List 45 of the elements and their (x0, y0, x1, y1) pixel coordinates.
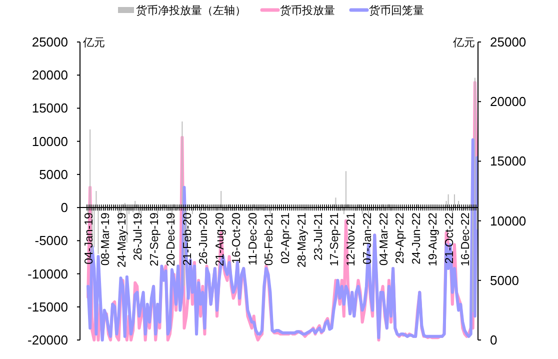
y-tick-label: -20000 (28, 332, 68, 348)
x-tick-label: 08-Mar-19 (100, 212, 112, 266)
x-tick-label: 02-Apr-21 (280, 212, 292, 264)
x-tick-label: 11-Dec-20 (247, 212, 260, 266)
y-tick-label: -5000 (34, 233, 68, 248)
legend-label: 货币投放量 (280, 4, 335, 17)
x-tick-label: 17-Sep-21 (329, 212, 342, 266)
y-tick-label: 15000 (32, 100, 68, 116)
x-tick-label: 04-Jan-19 (84, 212, 96, 264)
y2-tick-label: 20000 (490, 94, 526, 110)
x-tick-label: 24-Jun-22 (411, 212, 424, 264)
y2-tick-label: 15000 (490, 154, 526, 169)
y-tick-label: 10000 (32, 134, 68, 149)
x-tick-label: 16-Dec-22 (460, 212, 472, 266)
x-tick-label: 26-Jun-20 (198, 212, 210, 264)
y-axis-title: 亿元 (82, 37, 105, 49)
y-tick-label: 5000 (39, 166, 68, 182)
x-tick-label: 16-Oct-20 (230, 212, 243, 264)
x-tick-label: 21-Aug-20 (214, 212, 227, 266)
x-tick-label: 21-Feb-20 (182, 212, 194, 266)
x-tick-label: 19-Aug-22 (427, 212, 440, 266)
x-tick-label: 24-May-19 (116, 212, 128, 268)
legend-label: 货币回笼量 (369, 4, 424, 17)
x-tick-label: 27-Sep-19 (149, 212, 162, 266)
x-tick-label: 20-Dec-19 (165, 212, 178, 266)
y-tick-label: 20000 (32, 68, 68, 83)
y2-tick-label: 0 (490, 332, 498, 348)
y2-axis-title: 亿元 (452, 37, 475, 49)
x-tick-label: 23-Jul-21 (312, 212, 325, 261)
y-tick-label: -15000 (28, 299, 68, 314)
y-tick-label: -10000 (28, 266, 68, 282)
x-tick-label: 12-Nov-21 (346, 212, 358, 266)
x-tick-label: 21-Oct-22 (444, 212, 456, 264)
y-tick-label: 0 (60, 200, 68, 216)
x-tick-label: 07-Jan-22 (362, 212, 374, 264)
legend-label: 货币净投放量（左轴） (136, 4, 246, 17)
x-tick-label: 26-Jul-19 (132, 212, 145, 261)
y2-tick-label: 25000 (490, 34, 526, 50)
x-tick-label: 05-Feb-21 (264, 212, 276, 266)
x-tick-label: 29-Apr-22 (394, 212, 407, 264)
x-tick-label: 28-May-21 (296, 212, 308, 268)
y-tick-label: 25000 (32, 34, 68, 50)
y2-tick-label: 10000 (490, 213, 526, 228)
x-tick-label: 04-Mar-22 (378, 212, 390, 266)
y2-tick-label: 5000 (490, 272, 519, 288)
